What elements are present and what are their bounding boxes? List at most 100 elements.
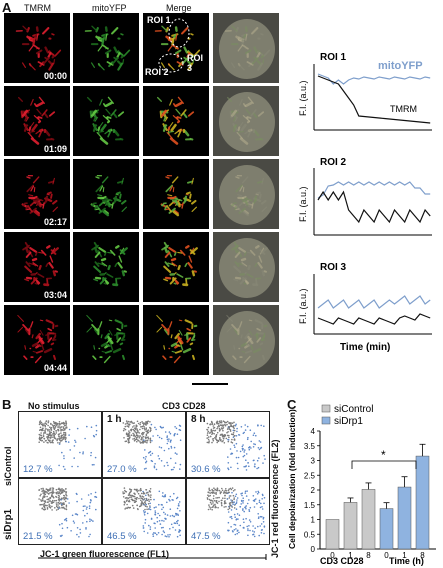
flow-plot-r1-c2: 47.5 % xyxy=(186,478,270,545)
cd3cd28-label-b: CD3 CD28 xyxy=(162,401,206,411)
timepoint-label-2: 8 h xyxy=(191,414,206,425)
bar-siControl-0 xyxy=(325,519,340,550)
significance-bracket: * xyxy=(351,448,417,469)
bar-siControl-8 xyxy=(361,489,376,550)
roi1-title: ROI 1 xyxy=(320,52,347,63)
xtick-label: 1 xyxy=(348,551,353,560)
roi-label-2: ROI 2 xyxy=(145,67,169,77)
micrograph-r0-c1 xyxy=(73,13,139,83)
legend-swatch-sidrp1 xyxy=(321,416,331,425)
micrograph-r4-c0: 04:44 xyxy=(4,305,70,375)
micrograph-r1-c2 xyxy=(143,86,209,156)
flow-percent: 47.5 % xyxy=(191,531,221,542)
roi-label-3: ROI 3 xyxy=(187,53,204,73)
roi2-ylabel: F.I. (a.u.) xyxy=(298,186,308,222)
mito-legend-label: mitoYFP xyxy=(378,60,423,72)
timestamp-2: 02:17 xyxy=(43,217,67,227)
xtick-label: 0 xyxy=(384,551,389,560)
micrograph-r0-c3 xyxy=(213,13,279,83)
panel-b-letter: B xyxy=(2,397,12,412)
col-header-tmrm: TMRM xyxy=(24,3,51,13)
tmrm-legend-label: TMRM xyxy=(390,104,417,114)
micrograph-r1-c0: 01:09 xyxy=(4,86,70,156)
timestamp-0: 00:00 xyxy=(43,71,67,81)
flow-plot-r0-c0: 12.7 % xyxy=(18,411,102,478)
micrograph-r4-c2 xyxy=(143,305,209,375)
legend-swatch-sicontrol xyxy=(321,404,331,413)
micrograph-r4-c3 xyxy=(213,305,279,375)
xtick-label: 1 xyxy=(402,551,407,560)
col-header-merge: Merge xyxy=(166,3,192,13)
roi3-ylabel: F.I. (a.u.) xyxy=(298,288,308,324)
micrograph-r0-c2: ROI 1 ROI 2 ROI 3 xyxy=(143,13,209,83)
ytick-label: 2 xyxy=(311,486,316,495)
roi3-plot: ROI 3 F.I. (a.u.) Time (min) xyxy=(298,262,432,353)
timestamp-3: 03:04 xyxy=(43,290,67,300)
flow-plot-r1-c1: 46.5 % xyxy=(102,478,186,545)
chart-xlabel-time: Time (h) xyxy=(389,556,424,566)
flow-percent: 30.6 % xyxy=(191,464,221,475)
roi1-plot: ROI 1 F.I. (a.u.) mitoYFP TMRM xyxy=(298,52,432,131)
time-xlabel: Time (min) xyxy=(340,342,390,353)
timestamp-4: 04:44 xyxy=(43,363,67,373)
col-header-mitoyfp: mitoYFP xyxy=(92,3,127,13)
roi3-title: ROI 3 xyxy=(320,262,347,273)
chart-xlabel-stim: CD3 CD28 xyxy=(320,556,364,566)
micrograph-r4-c1 xyxy=(73,305,139,375)
bar-siDrp1-0 xyxy=(379,508,394,550)
flow-x-arrow xyxy=(38,554,267,560)
roi2-title: ROI 2 xyxy=(320,157,347,168)
flow-ylabel: JC-1 red fluorescence (FL2) xyxy=(270,439,280,558)
no-stimulus-label: No stimulus xyxy=(28,401,80,411)
flow-percent: 21.5 % xyxy=(23,531,53,542)
panel-c-letter: C xyxy=(287,397,297,412)
bar-chart: siControl siDrp1 Cell depolarization (fo… xyxy=(287,404,436,566)
xtick-label: 8 xyxy=(366,551,371,560)
ytick-label: 3.5 xyxy=(304,442,316,451)
scale-bar xyxy=(192,383,228,385)
row-label-sicontrol: siControl xyxy=(3,446,13,487)
roi-traces: ROI 1 F.I. (a.u.) mitoYFP TMRM ROI 2 F.I… xyxy=(298,52,432,353)
timestamp-1: 01:09 xyxy=(43,144,67,154)
micrograph-r2-c2 xyxy=(143,159,209,229)
flow-percent: 46.5 % xyxy=(107,531,137,542)
panel-a-letter: A xyxy=(2,0,12,15)
significance-star: * xyxy=(381,448,386,462)
ytick-label: 0 xyxy=(311,545,316,554)
timepoint-label-1: 1 h xyxy=(107,414,122,425)
bar-siDrp1-1 xyxy=(397,486,412,550)
chart-legend: siControl siDrp1 xyxy=(321,404,373,427)
roi1-ylabel: F.I. (a.u.) xyxy=(298,80,308,116)
xtick-label: 8 xyxy=(420,551,425,560)
xtick-label: 0 xyxy=(330,551,335,560)
roi-label-1: ROI 1 xyxy=(147,15,171,25)
bar-siControl-1 xyxy=(343,502,358,550)
row-label-sidrp1: siDrp1 xyxy=(3,508,14,540)
micrograph-r1-c1 xyxy=(73,86,139,156)
micrograph-r2-c0: 02:17 xyxy=(4,159,70,229)
micrograph-r0-c0: 00:00 xyxy=(4,13,70,83)
ytick-label: 3 xyxy=(311,457,316,466)
micrograph-r3-c0: 03:04 xyxy=(4,232,70,302)
ytick-label: 4 xyxy=(311,427,316,436)
legend-label-sidrp1: siDrp1 xyxy=(334,416,363,427)
micrograph-r3-c3 xyxy=(213,232,279,302)
row-label-sidrp1-wrap: siDrp1 xyxy=(3,488,15,546)
flow-ylabel-wrap: JC-1 red fluorescence (FL2) xyxy=(269,400,283,560)
bar-siDrp1-8 xyxy=(415,455,430,550)
ytick-label: 0.5 xyxy=(304,530,316,539)
flow-plot-r1-c0: 21.5 % xyxy=(18,478,102,545)
legend-label-sicontrol: siControl xyxy=(334,404,373,415)
roi2-plot: ROI 2 F.I. (a.u.) xyxy=(298,157,432,236)
ytick-label: 1.5 xyxy=(304,501,316,510)
micrograph-r1-c3 xyxy=(213,86,279,156)
flow-percent: 12.7 % xyxy=(23,464,53,475)
ytick-label: 2.5 xyxy=(304,471,316,480)
flow-plot-r0-c2: 8 h 30.6 % xyxy=(186,411,270,478)
micrograph-r2-c1 xyxy=(73,159,139,229)
micrograph-r3-c1 xyxy=(73,232,139,302)
ytick-label: 1 xyxy=(311,516,316,525)
micrograph-r2-c3 xyxy=(213,159,279,229)
flow-xlabel: JC-1 green fluorescence (FL1) xyxy=(40,549,170,559)
micrograph-r3-c2 xyxy=(143,232,209,302)
